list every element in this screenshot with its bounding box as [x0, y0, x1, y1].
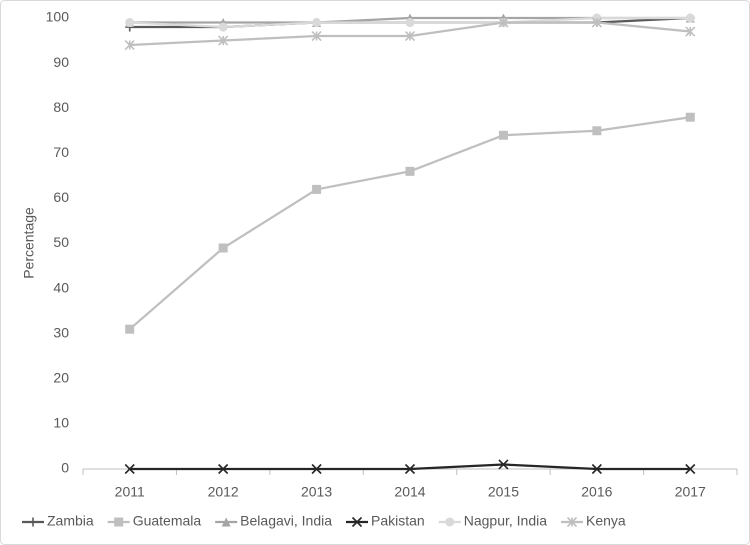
y-tick-label: 100: [46, 9, 70, 25]
y-axis-label: Percentage: [21, 207, 37, 279]
marker: [218, 35, 229, 46]
y-tick-label: 70: [53, 144, 69, 160]
marker: [312, 184, 322, 194]
marker: [498, 130, 508, 140]
marker: [404, 30, 416, 42]
y-tick-label: 0: [61, 460, 69, 476]
marker: [405, 18, 415, 28]
x-tick-label: 2014: [394, 484, 425, 500]
marker: [498, 17, 509, 28]
legend-label: Pakistan: [371, 513, 425, 529]
y-tick-label: 10: [53, 415, 69, 431]
x-tick-label: 2015: [488, 484, 519, 500]
marker: [592, 126, 602, 136]
marker: [685, 13, 695, 23]
marker: [311, 30, 322, 42]
marker: [685, 26, 696, 37]
marker: [125, 324, 135, 334]
x-tick-label: 2011: [115, 484, 145, 500]
legend-label: Nagpur, India: [464, 513, 547, 529]
marker: [591, 17, 602, 28]
marker: [218, 463, 229, 475]
marker: [405, 166, 415, 176]
legend-marker: [28, 517, 38, 527]
legend-label: Guatemala: [133, 513, 202, 529]
marker: [404, 463, 416, 475]
marker: [125, 18, 135, 28]
y-tick-label: 90: [53, 54, 69, 70]
y-tick-label: 50: [53, 234, 69, 250]
marker: [218, 243, 228, 253]
y-tick-label: 30: [53, 324, 69, 340]
legend-label: Zambia: [47, 513, 94, 529]
legend-marker: [351, 516, 363, 528]
x-tick-label: 2012: [208, 484, 239, 500]
legend-label: Kenya: [586, 513, 626, 529]
x-tick-label: 2013: [301, 484, 332, 500]
marker: [124, 463, 135, 475]
marker: [685, 463, 696, 475]
marker: [312, 18, 322, 28]
marker: [218, 22, 228, 32]
marker: [498, 459, 509, 470]
marker: [124, 39, 135, 51]
legend-marker: [221, 517, 231, 527]
y-tick-label: 60: [53, 189, 69, 205]
legend-marker: [445, 517, 455, 527]
legend-marker: [114, 517, 124, 527]
marker: [591, 463, 602, 475]
x-tick-label: 2016: [581, 484, 612, 500]
y-tick-label: 80: [53, 99, 69, 115]
marker: [685, 112, 695, 122]
x-tick-label: 2017: [675, 484, 706, 500]
y-tick-label: 40: [53, 279, 69, 295]
legend-label: Belagavi, India: [240, 513, 332, 529]
legend-marker: [566, 516, 578, 528]
marker: [311, 463, 322, 475]
y-tick-label: 20: [53, 370, 69, 386]
